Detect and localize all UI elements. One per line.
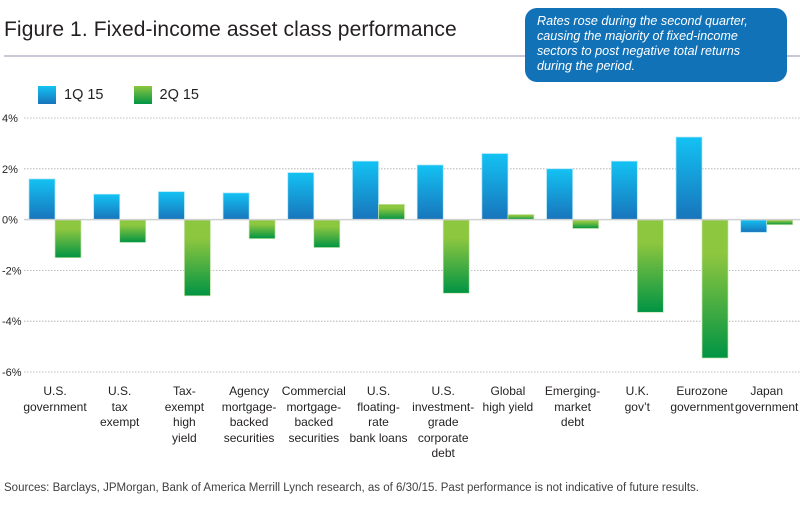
x-tick-label: Emerging- market debt — [544, 384, 601, 429]
gridlines — [24, 117, 800, 373]
x-tick-label: Eurozone government — [670, 384, 734, 414]
legend-swatch-2q15 — [133, 86, 152, 104]
legend: 1Q 15 2Q 15 — [38, 86, 229, 104]
bar-2q15 — [507, 214, 535, 220]
legend-item-2q15: 2Q 15 — [133, 86, 200, 104]
legend-label-1q15: 1Q 15 — [64, 87, 104, 103]
bar-1q15 — [546, 168, 573, 220]
x-tick-label: Japan government — [735, 384, 799, 414]
bar-2q15 — [378, 204, 405, 220]
x-tick-label: U.S. investment- grade corporate debt — [412, 384, 475, 460]
bar-2q15 — [184, 219, 211, 297]
y-tick-label: -4% — [2, 316, 22, 328]
x-tick-label: U.K. gov’t — [624, 384, 650, 414]
x-tick-label: U.S. tax exempt — [100, 384, 140, 429]
callout-text: Rates rose during the second quarter, ca… — [537, 14, 748, 73]
x-tick-label: U.S. government — [23, 384, 87, 414]
bar-1q15 — [287, 172, 315, 220]
bar-2q15 — [248, 219, 276, 240]
bar-1q15 — [416, 164, 444, 220]
legend-label-2q15: 2Q 15 — [159, 87, 200, 103]
bar-1q15 — [740, 219, 768, 233]
x-tick-label: Tax- exempt high yield — [164, 384, 205, 445]
bar-1q15 — [158, 191, 185, 220]
bar-1q15 — [28, 178, 56, 220]
bar-1q15 — [481, 153, 509, 220]
y-axis: 4% 2% 0% -2% -4% -6% — [2, 113, 22, 379]
bar-2q15 — [313, 219, 341, 248]
bar-1q15 — [352, 160, 379, 220]
bar-2q15 — [701, 219, 729, 359]
x-tick-label: Commercial mortgage- backed securities — [281, 384, 346, 445]
bar-1q15 — [93, 193, 121, 220]
x-tick-label: Agency mortgage- backed securities — [221, 384, 277, 445]
bar-1q15 — [222, 192, 250, 220]
title-divider — [4, 55, 800, 57]
bar-2q15 — [442, 219, 470, 294]
bar-2q15 — [119, 219, 147, 243]
y-tick-label: -2% — [2, 265, 22, 277]
x-tick-label: U.S. floating- rate bank loans — [349, 384, 408, 445]
y-tick-label: 2% — [2, 164, 18, 176]
bar-2q15 — [572, 219, 599, 229]
y-tick-label: 0% — [2, 215, 18, 227]
bar-2q15 — [766, 219, 794, 226]
legend-swatch-1q15 — [38, 86, 56, 104]
bars — [28, 136, 794, 359]
bar-2q15 — [636, 219, 664, 313]
x-tick-label: Global high yield — [482, 384, 534, 414]
legend-item-1q15: 1Q 15 — [38, 86, 104, 104]
y-tick-label: -6% — [2, 367, 22, 379]
bar-2q15 — [54, 219, 82, 259]
callout-box: Rates rose during the second quarter, ca… — [525, 8, 787, 82]
source-note: Sources: Barclays, JPMorgan, Bank of Ame… — [4, 482, 699, 494]
chart-title: Figure 1. Fixed-income asset class perfo… — [4, 18, 457, 41]
y-tick-label: 4% — [2, 113, 18, 125]
bar-1q15 — [610, 160, 638, 220]
bar-1q15 — [675, 136, 703, 220]
